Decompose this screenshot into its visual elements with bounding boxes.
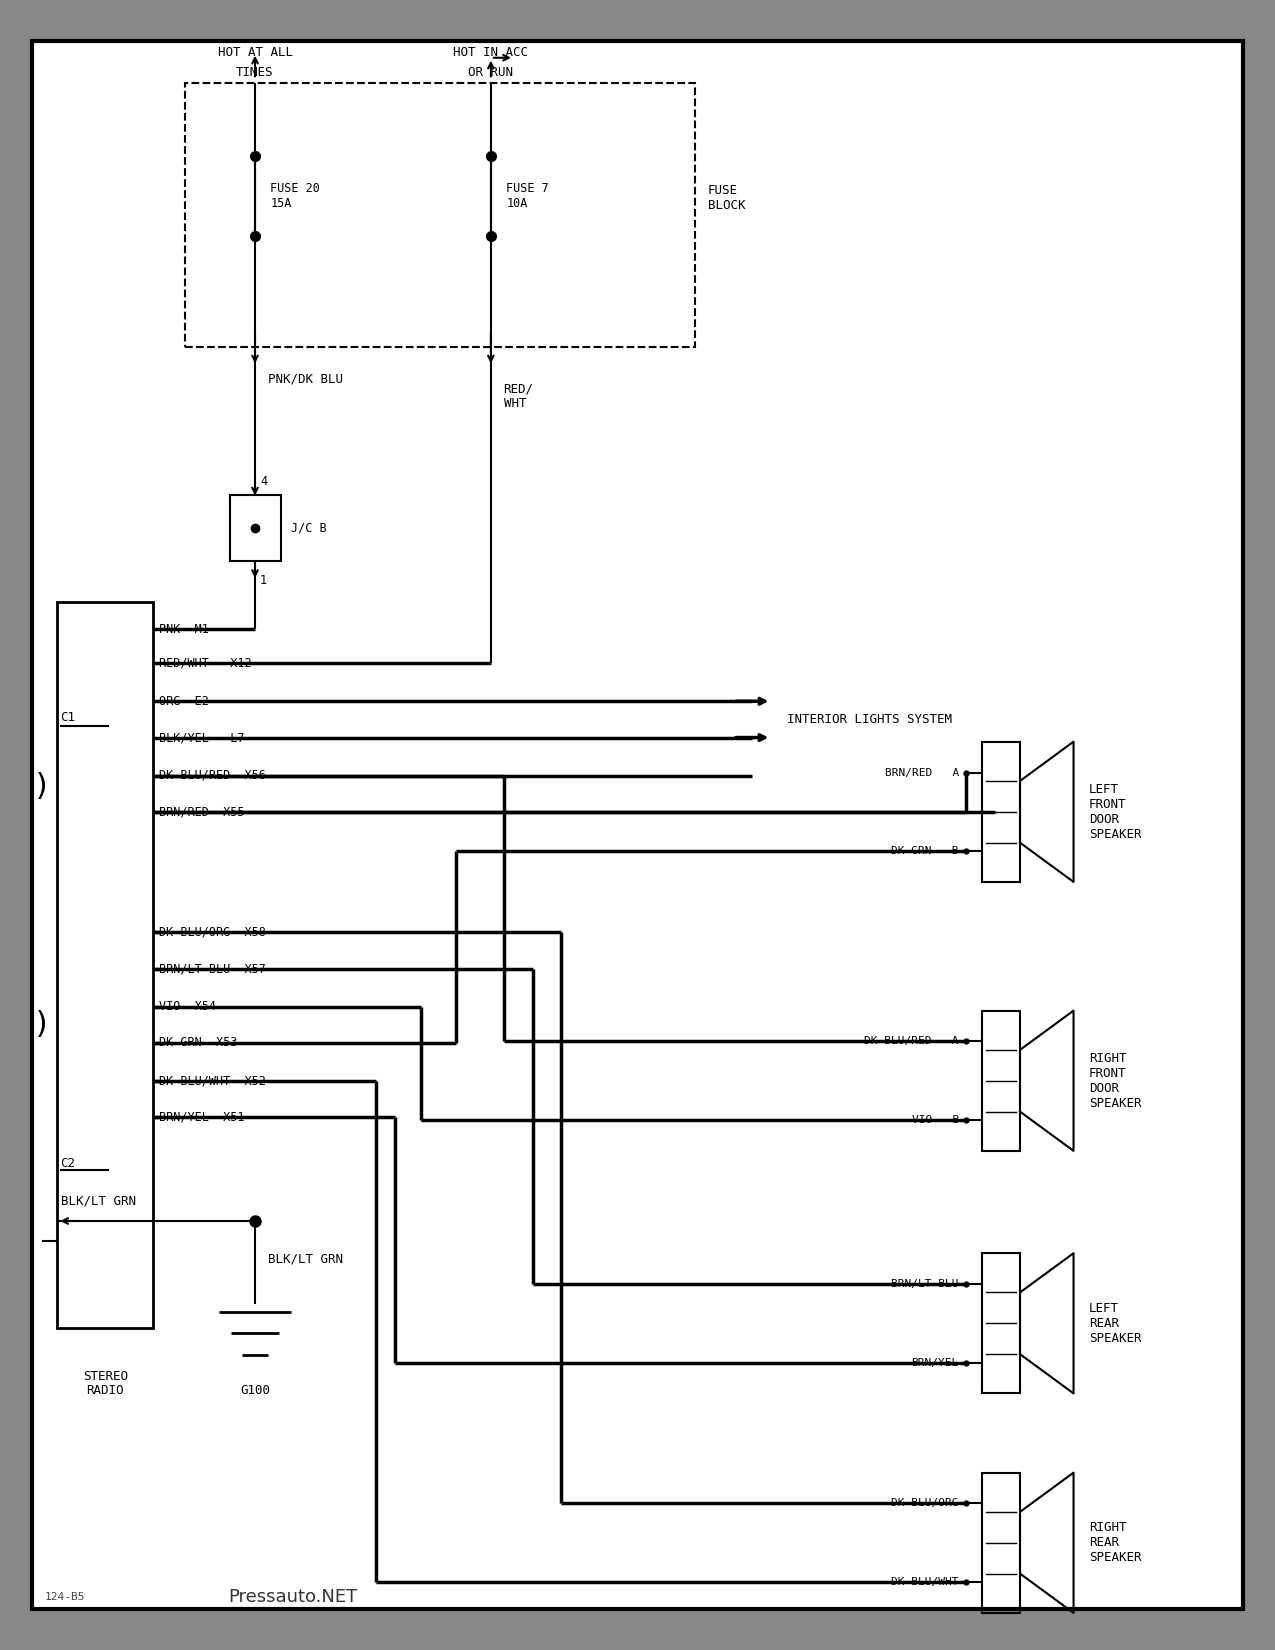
Text: LEFT
REAR
SPEAKER: LEFT REAR SPEAKER [1089, 1302, 1141, 1345]
Text: LEFT
FRONT
DOOR
SPEAKER: LEFT FRONT DOOR SPEAKER [1089, 782, 1141, 842]
Text: DK BLU/WHT: DK BLU/WHT [891, 1577, 959, 1587]
Text: ): ) [33, 1010, 51, 1040]
Text: Pressauto.NET: Pressauto.NET [228, 1589, 358, 1605]
Text: DK BLU/RED   A: DK BLU/RED A [864, 1036, 959, 1046]
Text: OR RUN: OR RUN [468, 66, 514, 79]
Text: DK BLU/ORG  X58: DK BLU/ORG X58 [159, 926, 266, 939]
Text: 4: 4 [260, 475, 268, 488]
Text: RED/
WHT: RED/ WHT [504, 383, 534, 409]
Text: FUSE
BLOCK: FUSE BLOCK [708, 185, 745, 211]
Bar [982, 742, 1020, 881]
Text: BRN/LT BLU: BRN/LT BLU [891, 1279, 959, 1289]
Text: FUSE 7
10A: FUSE 7 10A [506, 182, 550, 210]
Text: BRN/YEL  X51: BRN/YEL X51 [159, 1110, 245, 1124]
Bar [185, 82, 695, 346]
Text: BRN/RED  X55: BRN/RED X55 [159, 805, 245, 818]
Text: STEREO
RADIO: STEREO RADIO [83, 1370, 128, 1398]
Text: VIO   B: VIO B [912, 1115, 959, 1125]
Bar [982, 1010, 1020, 1152]
Text: G100: G100 [240, 1384, 270, 1398]
Text: DK GRN   B: DK GRN B [891, 846, 959, 856]
Text: J/C B: J/C B [291, 521, 326, 535]
Bar [230, 495, 280, 561]
Text: C1: C1 [60, 711, 75, 724]
Text: HOT AT ALL: HOT AT ALL [218, 46, 292, 59]
Text: BLK/LT GRN: BLK/LT GRN [268, 1252, 343, 1266]
Text: HOT IN ACC: HOT IN ACC [454, 46, 528, 59]
Text: 124-B5: 124-B5 [45, 1592, 85, 1602]
Text: VIO  X54: VIO X54 [159, 1000, 217, 1013]
Bar [982, 1472, 1020, 1614]
Text: ): ) [33, 772, 51, 802]
Bar [982, 1254, 1020, 1393]
Text: RIGHT
FRONT
DOOR
SPEAKER: RIGHT FRONT DOOR SPEAKER [1089, 1051, 1141, 1110]
Text: BRN/YEL: BRN/YEL [912, 1358, 959, 1368]
Text: DK BLU/ORG: DK BLU/ORG [891, 1498, 959, 1508]
Text: INTERIOR LIGHTS SYSTEM: INTERIOR LIGHTS SYSTEM [787, 713, 951, 726]
Text: BLK/YEL   L7: BLK/YEL L7 [159, 731, 245, 744]
Text: PNK/DK BLU: PNK/DK BLU [268, 373, 343, 386]
Text: RIGHT
REAR
SPEAKER: RIGHT REAR SPEAKER [1089, 1521, 1141, 1564]
Text: C2: C2 [60, 1157, 75, 1170]
Text: TIMES: TIMES [236, 66, 274, 79]
Bar [57, 602, 153, 1328]
Text: BLK/LT GRN: BLK/LT GRN [61, 1195, 136, 1208]
Text: PNK  M1: PNK M1 [159, 624, 209, 635]
Text: 1: 1 [260, 574, 268, 587]
Text: RED/WHT   X12: RED/WHT X12 [159, 657, 252, 670]
Text: BRN/RED   A: BRN/RED A [885, 767, 959, 777]
Text: FUSE 20
15A: FUSE 20 15A [270, 182, 320, 210]
Text: ORG  E2: ORG E2 [159, 695, 209, 708]
Text: DK BLU/WHT  X52: DK BLU/WHT X52 [159, 1074, 266, 1087]
Text: BRN/LT BLU  X57: BRN/LT BLU X57 [159, 962, 266, 975]
Text: DK BLU/RED  X56: DK BLU/RED X56 [159, 769, 266, 782]
Text: DK GRN  X53: DK GRN X53 [159, 1036, 237, 1049]
